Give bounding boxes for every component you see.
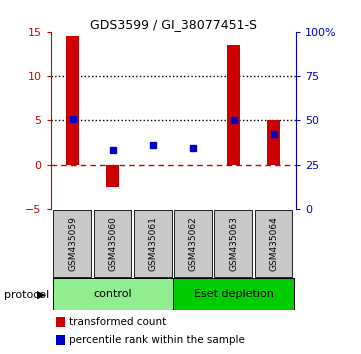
Bar — [227, 45, 240, 165]
Text: GSM435059: GSM435059 — [68, 216, 77, 271]
Text: Eset depletion: Eset depletion — [194, 289, 274, 299]
Bar — [134, 210, 172, 277]
Title: GDS3599 / GI_38077451-S: GDS3599 / GI_38077451-S — [90, 18, 257, 31]
Text: percentile rank within the sample: percentile rank within the sample — [69, 335, 244, 345]
Text: GSM435064: GSM435064 — [269, 216, 278, 271]
Bar — [255, 210, 292, 277]
Text: transformed count: transformed count — [69, 317, 166, 327]
Bar — [268, 120, 280, 165]
Text: ▶: ▶ — [37, 290, 46, 299]
Text: GSM435062: GSM435062 — [189, 216, 198, 271]
Text: GSM435063: GSM435063 — [229, 216, 238, 271]
Bar — [173, 278, 294, 310]
Bar — [214, 210, 252, 277]
Text: GSM435060: GSM435060 — [108, 216, 117, 271]
Bar — [93, 210, 131, 277]
Bar — [53, 278, 173, 310]
Text: GSM435061: GSM435061 — [149, 216, 158, 271]
Bar — [106, 165, 119, 187]
Bar — [53, 210, 91, 277]
Text: protocol: protocol — [4, 290, 49, 299]
Bar — [66, 36, 79, 165]
Bar — [174, 210, 212, 277]
Text: control: control — [93, 289, 132, 299]
